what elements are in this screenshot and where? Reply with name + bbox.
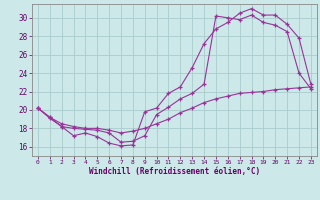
X-axis label: Windchill (Refroidissement éolien,°C): Windchill (Refroidissement éolien,°C) (89, 167, 260, 176)
